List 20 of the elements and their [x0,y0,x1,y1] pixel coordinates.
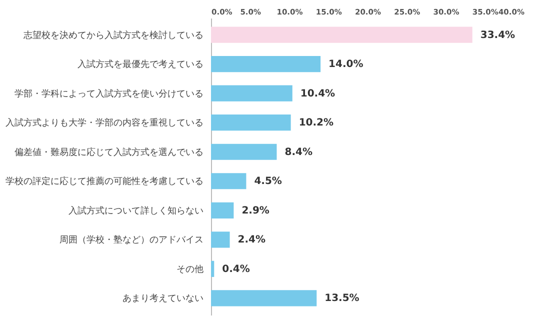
data-label: 13.5% [324,293,360,304]
data-label: 33.4% [480,30,516,41]
data-label: 8.4% [284,146,312,158]
data-label: 0.4% [222,264,250,275]
y-tick-label: 入試方式を最優先で考えている [78,59,204,70]
y-tick-label: 学校の評定に応じて推薦の可能性を考慮している [6,176,204,188]
y-tick-label: 学部・学科によって入試方式を使い分けている [14,88,204,100]
y-tick-label: その他 [176,264,204,275]
data-label: 10.4% [300,88,336,100]
y-tick-label: 周囲（学校・塾など）のアドバイス [60,234,204,246]
y-tick-label: 入試方式について詳しく知らない [68,205,204,216]
y-tick-label: あまり考えていない [122,293,204,304]
data-label: 14.0% [328,59,364,70]
data-label: 10.2% [298,118,334,129]
y-tick-label: 志望校を決めてから入試方式を検討している [24,30,204,41]
y-tick-label: 入試方式よりも大学・学部の内容を重視している [6,118,204,129]
y-tick-label: 偏差値・難易度に応じて入試方式を選んでいる [14,146,204,158]
data-label: 4.5% [254,176,282,188]
data-label: 2.4% [238,234,266,246]
data-label: 2.9% [242,205,270,216]
